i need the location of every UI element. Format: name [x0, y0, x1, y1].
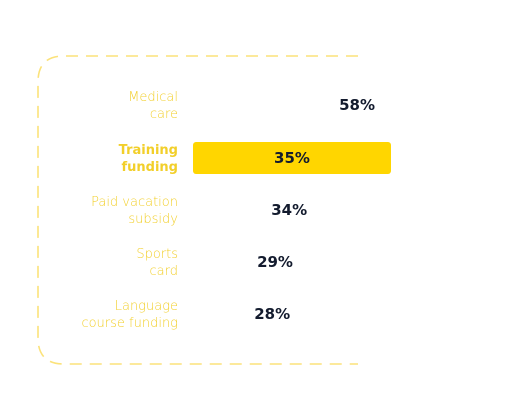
- category-label-1: Training funding: [119, 143, 178, 175]
- category-label-line: Training: [119, 143, 178, 158]
- value-label-2: 34%: [271, 201, 307, 219]
- category-label-line: card: [150, 264, 178, 279]
- category-label-line: Medical: [128, 90, 178, 105]
- category-label-line: Sports: [136, 247, 178, 262]
- category-label-4: Language course funding: [81, 299, 178, 331]
- category-label-0: Medical care: [128, 90, 178, 122]
- category-label-line: Language: [115, 299, 178, 314]
- category-label-2: Paid vacation subsidy: [91, 195, 178, 227]
- dashed-frame: [37, 55, 358, 365]
- category-label-line: care: [150, 107, 178, 122]
- category-label-line: subsidy: [128, 212, 178, 227]
- value-label-1: 35%: [274, 149, 310, 167]
- value-label-4: 28%: [254, 305, 290, 323]
- value-label-3: 29%: [257, 253, 293, 271]
- value-label-0: 58%: [339, 96, 375, 114]
- bar-1: [193, 142, 391, 174]
- category-label-3: Sports card: [136, 247, 178, 279]
- category-label-line: Paid vacation: [91, 195, 178, 210]
- category-label-line: funding: [122, 160, 179, 175]
- category-label-line: course funding: [81, 316, 178, 331]
